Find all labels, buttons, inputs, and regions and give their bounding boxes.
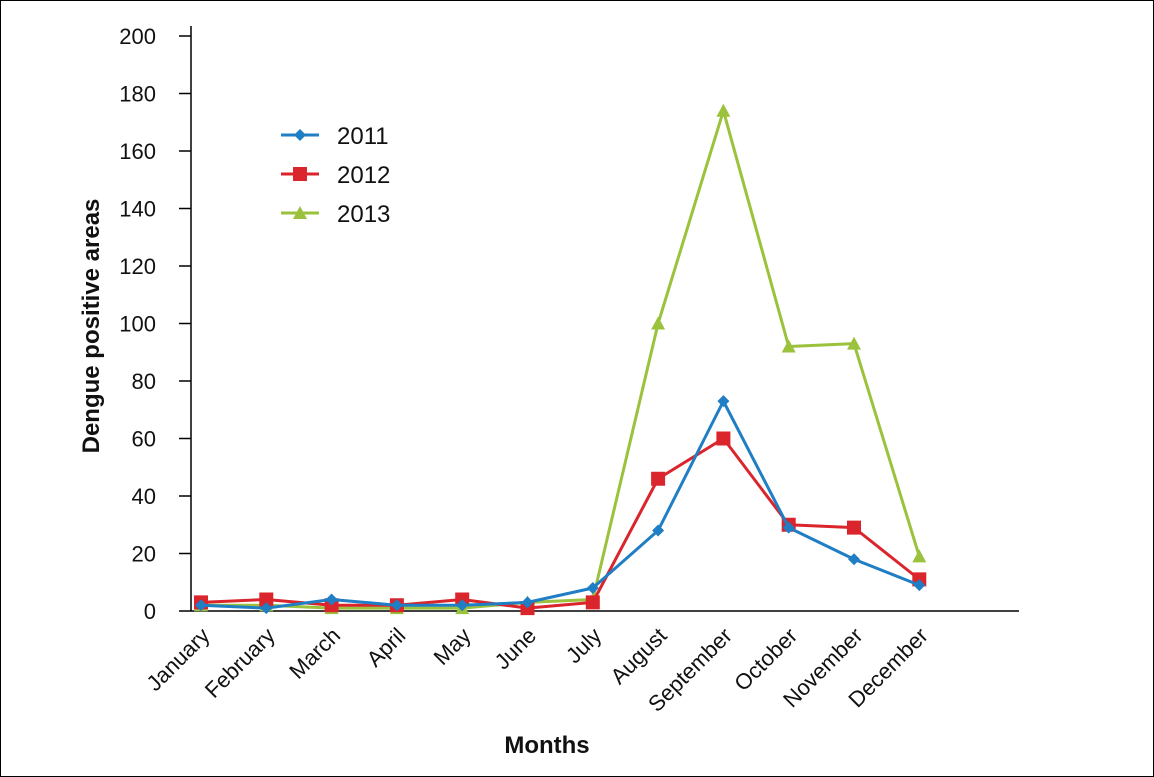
y-tick-label: 120 bbox=[119, 254, 156, 279]
data-point-2011 bbox=[717, 395, 730, 408]
y-tick-label: 80 bbox=[132, 369, 156, 394]
data-point-2012 bbox=[259, 592, 274, 607]
data-point-2011 bbox=[913, 579, 926, 592]
data-point-2011 bbox=[456, 599, 469, 612]
legend: 2011 2012 2013 bbox=[281, 123, 390, 228]
x-tick-label: June bbox=[490, 623, 541, 674]
data-point-2013 bbox=[912, 549, 927, 563]
y-tick-label: 40 bbox=[132, 484, 156, 509]
x-tick-label: July bbox=[561, 623, 606, 668]
y-axis-ticks: 0 20 40 60 80 100 120 140 160 180 200 bbox=[119, 24, 191, 624]
data-point-2011 bbox=[652, 524, 665, 537]
series-line-2013 bbox=[201, 109, 921, 610]
data-point-2013 bbox=[781, 339, 796, 353]
data-point-2012 bbox=[651, 471, 666, 486]
data-point-2011 bbox=[521, 596, 534, 609]
data-point-2013 bbox=[716, 103, 731, 117]
y-tick-label: 0 bbox=[144, 599, 156, 624]
y-tick-label: 20 bbox=[132, 542, 156, 567]
y-tick-label: 140 bbox=[119, 197, 156, 222]
x-tick-label: April bbox=[362, 623, 411, 672]
series-line-2011 bbox=[200, 399, 920, 610]
legend-item-2011: 2011 bbox=[281, 123, 389, 150]
y-tick-label: 100 bbox=[119, 312, 156, 337]
legend-marker bbox=[294, 129, 306, 141]
data-point-2012 bbox=[585, 595, 600, 610]
data-point-2011 bbox=[586, 582, 599, 594]
y-axis-title: Dengue positive areas bbox=[78, 199, 105, 454]
data-point-2011 bbox=[782, 521, 795, 534]
series-line-2012 bbox=[200, 437, 921, 610]
axes bbox=[190, 26, 1019, 612]
legend-marker bbox=[293, 167, 307, 181]
legend-marker bbox=[293, 206, 307, 219]
data-point-2012 bbox=[716, 431, 731, 446]
legend-label: 2012 bbox=[337, 162, 390, 189]
series-2012 bbox=[194, 431, 927, 616]
y-tick-label: 200 bbox=[119, 24, 156, 49]
legend-label: 2011 bbox=[337, 123, 389, 150]
x-axis-title: Months bbox=[504, 732, 589, 759]
data-point-2011 bbox=[848, 553, 860, 566]
data-point-2011 bbox=[325, 593, 338, 606]
data-point-2013 bbox=[651, 316, 666, 330]
legend-label: 2013 bbox=[337, 201, 390, 228]
y-tick-label: 180 bbox=[119, 82, 156, 107]
data-point-2011 bbox=[195, 599, 207, 612]
data-point-2012 bbox=[847, 520, 861, 535]
legend-item-2012: 2012 bbox=[281, 162, 390, 189]
y-tick-label: 160 bbox=[119, 139, 156, 164]
x-tick-label: February bbox=[200, 623, 280, 703]
y-tick-label: 60 bbox=[132, 427, 156, 452]
series-layer bbox=[194, 103, 927, 616]
data-point-2011 bbox=[260, 602, 273, 615]
data-point-2011 bbox=[390, 599, 403, 612]
x-tick-label: March bbox=[284, 623, 345, 684]
data-point-2013 bbox=[847, 336, 861, 350]
legend-item-2013: 2013 bbox=[281, 201, 390, 228]
series-2011 bbox=[195, 395, 926, 615]
x-tick-label: May bbox=[429, 623, 476, 670]
